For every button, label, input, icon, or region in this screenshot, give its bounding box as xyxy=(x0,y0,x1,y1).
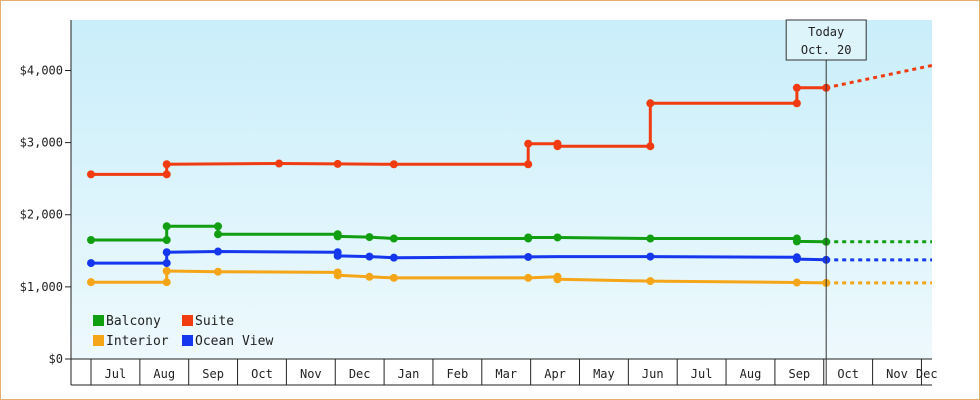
x-tick-label: Mar xyxy=(495,367,517,381)
plot-area xyxy=(71,20,932,359)
data-point xyxy=(333,159,342,168)
y-tick-label: $2,000 xyxy=(20,208,63,222)
legend-swatch-ocean-view xyxy=(182,335,193,346)
x-tick-label: Dec xyxy=(349,367,371,381)
data-point xyxy=(553,275,562,284)
data-point xyxy=(792,99,801,108)
data-point xyxy=(646,252,655,261)
x-tick-label: Oct xyxy=(251,367,273,381)
y-tick-label: $0 xyxy=(49,352,63,366)
legend-swatch-suite xyxy=(182,315,193,326)
data-point xyxy=(792,255,801,264)
x-tick-label: Jan xyxy=(398,367,420,381)
data-point xyxy=(333,251,342,260)
y-tick-label: $4,000 xyxy=(20,63,63,77)
data-point xyxy=(524,139,533,148)
data-point xyxy=(214,222,223,231)
data-point xyxy=(87,170,95,179)
x-tick-label: May xyxy=(593,367,615,381)
legend-swatch-interior xyxy=(93,335,104,346)
series-line-balcony xyxy=(91,224,827,244)
data-point xyxy=(524,252,533,261)
data-point xyxy=(162,278,171,287)
legend-swatch-balcony xyxy=(93,315,104,326)
data-point xyxy=(389,273,398,282)
data-point xyxy=(162,259,171,268)
x-tick-label: Nov xyxy=(886,367,908,381)
data-point xyxy=(162,160,171,169)
data-point xyxy=(646,234,655,243)
y-tick-label: $3,000 xyxy=(20,136,63,150)
series-line-ocean-view xyxy=(91,250,827,265)
series-line-interior xyxy=(91,269,827,285)
data-point xyxy=(214,267,223,276)
data-point xyxy=(162,248,171,257)
data-point xyxy=(553,142,562,151)
data-point xyxy=(553,233,562,242)
data-point xyxy=(646,142,655,151)
series-projection-suite xyxy=(825,63,933,90)
data-point xyxy=(162,170,171,179)
x-tick-label: Jun xyxy=(642,367,664,381)
x-tick-label: Nov xyxy=(300,367,322,381)
data-point xyxy=(87,259,95,268)
x-tick-label: Sep xyxy=(202,367,224,381)
data-point xyxy=(275,159,284,168)
data-point xyxy=(333,232,342,241)
x-tick-label: Dec xyxy=(916,367,938,381)
today-date-label: Oct. 20 xyxy=(801,43,852,57)
data-point xyxy=(792,278,801,287)
data-point xyxy=(162,267,171,276)
today-label: Today xyxy=(808,25,844,39)
data-point xyxy=(524,160,533,169)
y-tick-label: $1,000 xyxy=(20,280,63,294)
legend-label-ocean-view: Ocean View xyxy=(195,334,273,349)
data-point xyxy=(162,235,171,244)
x-tick-label: Apr xyxy=(544,367,566,381)
data-point xyxy=(87,235,95,244)
data-point xyxy=(162,222,171,231)
data-point xyxy=(365,272,374,281)
data-point xyxy=(792,83,801,92)
x-tick-label: Aug xyxy=(740,367,762,381)
x-tick-label: Aug xyxy=(153,367,175,381)
today-box xyxy=(785,19,867,61)
data-point xyxy=(792,237,801,246)
legend-label-interior: Interior xyxy=(106,334,169,349)
data-point xyxy=(646,277,655,286)
x-tick-label: Jul xyxy=(105,367,127,381)
x-tick-label: Feb xyxy=(447,367,469,381)
legend-label-suite: Suite xyxy=(195,314,234,329)
data-point xyxy=(333,271,342,280)
data-point xyxy=(524,273,533,282)
data-point xyxy=(365,252,374,261)
x-tick-label: Oct xyxy=(837,367,859,381)
data-point xyxy=(389,253,398,262)
x-tick-label: Sep xyxy=(788,367,810,381)
data-point xyxy=(389,160,398,169)
data-point xyxy=(646,99,655,108)
x-tick-label: Jul xyxy=(691,367,713,381)
data-point xyxy=(87,278,95,287)
data-point xyxy=(214,247,223,256)
data-point xyxy=(214,230,223,239)
data-point xyxy=(524,233,533,242)
legend-label-balcony: Balcony xyxy=(106,314,161,329)
data-point xyxy=(365,233,374,242)
data-point xyxy=(389,234,398,243)
